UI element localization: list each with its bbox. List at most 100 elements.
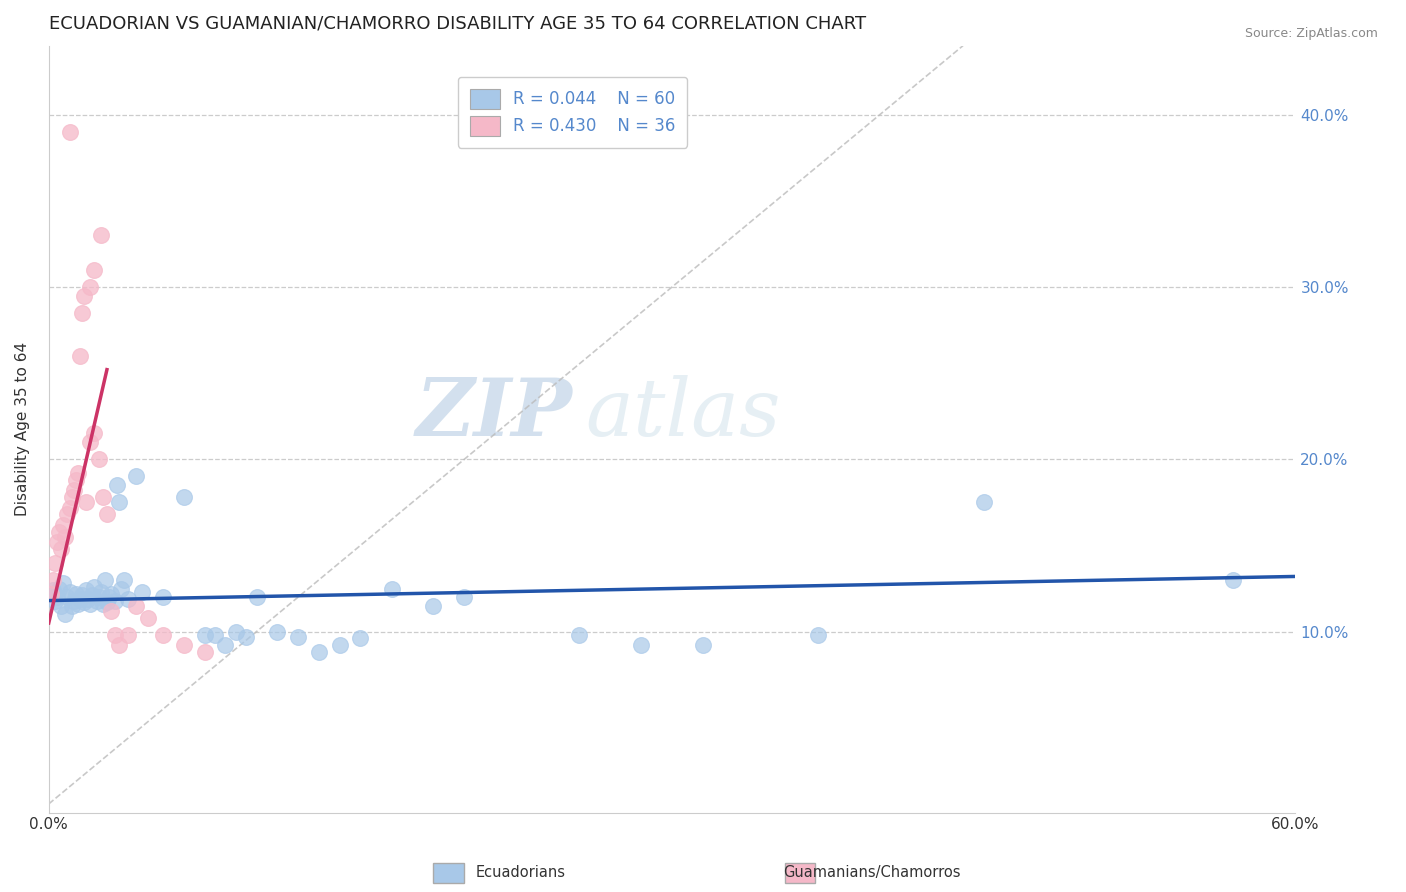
Point	[235, 630, 257, 644]
Point	[287, 630, 309, 644]
Point	[83, 426, 105, 441]
Point	[568, 628, 591, 642]
Point	[51, 541, 73, 556]
Point	[66, 597, 89, 611]
Point	[48, 582, 70, 596]
Point	[62, 483, 84, 498]
Point	[73, 288, 96, 302]
Point	[138, 611, 160, 625]
Point	[104, 593, 127, 607]
Point	[70, 306, 93, 320]
Point	[112, 573, 135, 587]
Point	[53, 607, 76, 622]
Point	[58, 500, 80, 515]
Point	[973, 495, 995, 509]
Point	[42, 583, 65, 598]
Point	[90, 585, 112, 599]
Point	[90, 228, 112, 243]
Legend: R = 0.044    N = 60, R = 0.430    N = 36: R = 0.044 N = 60, R = 0.430 N = 36	[458, 77, 688, 148]
Point	[53, 530, 76, 544]
Point	[381, 582, 404, 596]
Point	[266, 624, 288, 639]
Point	[245, 590, 267, 604]
Point	[46, 590, 69, 604]
Point	[422, 599, 444, 613]
Point	[69, 591, 91, 606]
Point	[108, 495, 131, 509]
Text: Guamanians/Chamorros: Guamanians/Chamorros	[783, 865, 960, 880]
Point	[65, 473, 87, 487]
Point	[56, 590, 79, 604]
Point	[100, 587, 122, 601]
Point	[117, 628, 139, 642]
Point	[173, 639, 195, 653]
Point	[39, 587, 62, 601]
Point	[110, 582, 132, 596]
Point	[91, 597, 114, 611]
Point	[56, 508, 79, 522]
Point	[86, 593, 108, 607]
Point	[52, 576, 75, 591]
Point	[108, 639, 131, 653]
Point	[79, 435, 101, 450]
Point	[204, 628, 226, 642]
Point	[58, 125, 80, 139]
Point	[308, 645, 330, 659]
Point	[66, 466, 89, 480]
Point	[125, 599, 148, 613]
Point	[51, 599, 73, 613]
Point	[75, 495, 97, 509]
Point	[83, 262, 105, 277]
Point	[630, 639, 652, 653]
Point	[194, 628, 217, 642]
Point	[70, 588, 93, 602]
Point	[96, 508, 118, 522]
Point	[69, 349, 91, 363]
Point	[60, 490, 83, 504]
Point	[329, 639, 352, 653]
Point	[98, 590, 121, 604]
Point	[214, 639, 236, 653]
Point	[152, 628, 174, 642]
Point	[62, 593, 84, 607]
Text: atlas: atlas	[585, 375, 780, 452]
Point	[104, 628, 127, 642]
Point	[173, 490, 195, 504]
Point	[152, 590, 174, 604]
Point	[48, 524, 70, 539]
Point	[131, 585, 153, 599]
Point	[42, 573, 65, 587]
Point	[453, 590, 475, 604]
Text: ECUADORIAN VS GUAMANIAN/CHAMORRO DISABILITY AGE 35 TO 64 CORRELATION CHART: ECUADORIAN VS GUAMANIAN/CHAMORRO DISABIL…	[49, 15, 866, 33]
Point	[79, 280, 101, 294]
Point	[692, 639, 714, 653]
Point	[73, 595, 96, 609]
Text: Source: ZipAtlas.com: Source: ZipAtlas.com	[1244, 27, 1378, 40]
Point	[60, 599, 83, 613]
Point	[117, 591, 139, 606]
Point	[65, 587, 87, 601]
Point	[82, 588, 104, 602]
Point	[75, 583, 97, 598]
Point	[83, 580, 105, 594]
Point	[194, 645, 217, 659]
Point	[87, 590, 110, 604]
Point	[349, 632, 371, 646]
Y-axis label: Disability Age 35 to 64: Disability Age 35 to 64	[15, 342, 30, 516]
Point	[44, 593, 66, 607]
Point	[77, 591, 100, 606]
Point	[806, 628, 828, 642]
Point	[125, 469, 148, 483]
Point	[58, 585, 80, 599]
Point	[87, 452, 110, 467]
Point	[100, 604, 122, 618]
Point	[1222, 573, 1244, 587]
Point	[52, 517, 75, 532]
Point	[46, 535, 69, 549]
Point	[91, 490, 114, 504]
Point	[94, 573, 117, 587]
Point	[96, 595, 118, 609]
Point	[105, 478, 128, 492]
Point	[39, 587, 62, 601]
Text: Ecuadorians: Ecuadorians	[475, 865, 565, 880]
